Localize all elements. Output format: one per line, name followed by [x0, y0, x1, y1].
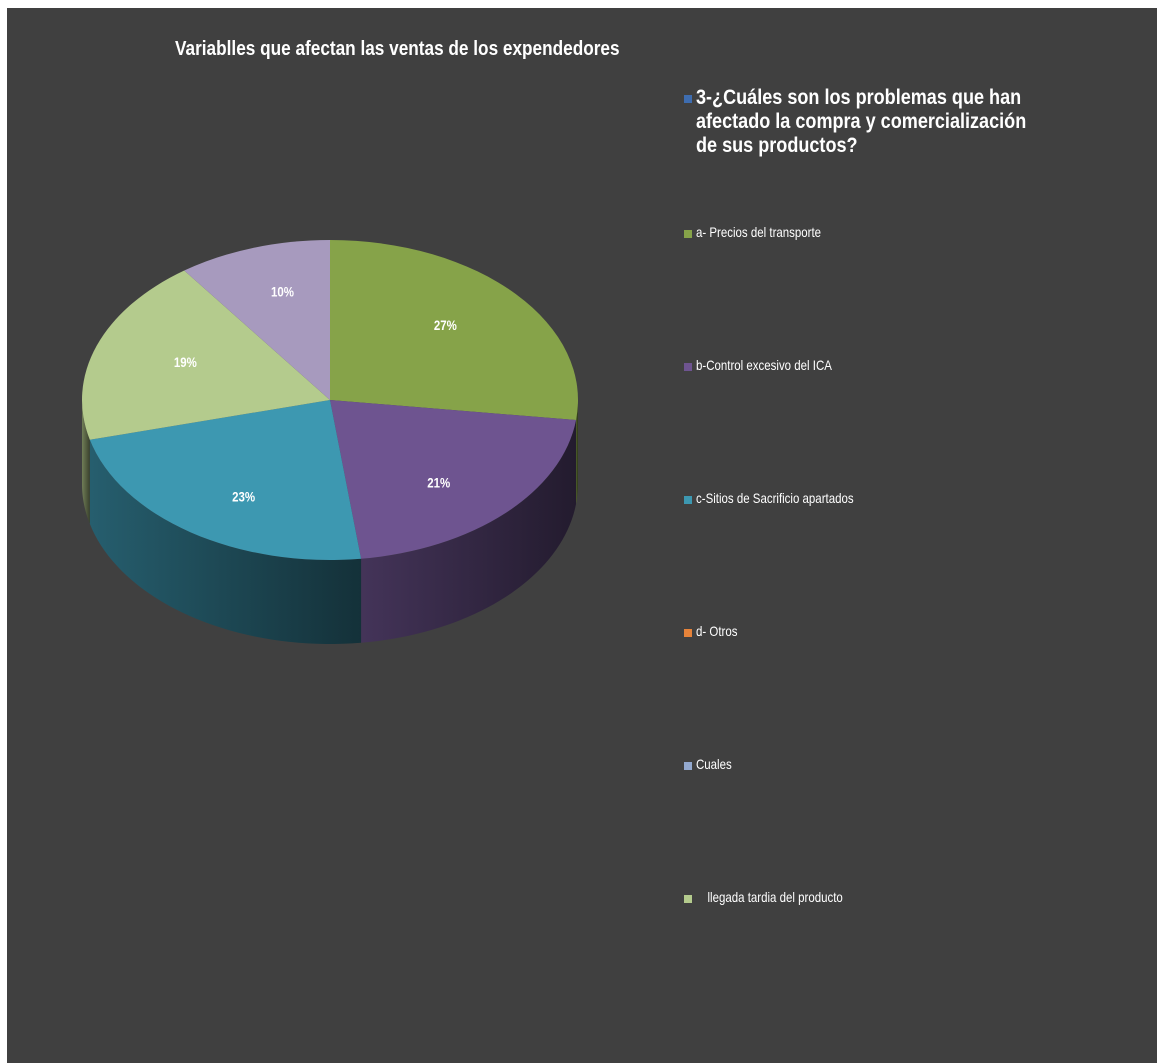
chart-title: Variablles que afectan las ventas de los… [175, 38, 620, 60]
legend-swatch [684, 363, 692, 371]
pie-side-b-control-excesivo-del-ica [361, 420, 577, 643]
legend-label: llegada tardia del producto [707, 889, 843, 905]
data-label: 10% [271, 283, 295, 299]
legend-swatch [684, 762, 692, 770]
pie-side-a-precios-del-transporte [576, 400, 578, 505]
data-label: 21% [427, 474, 451, 490]
legend-swatch [684, 895, 692, 903]
legend-swatch [684, 230, 692, 238]
data-label: 27% [434, 317, 458, 333]
legend-entry: c-Sitios de Sacrificio apartados [684, 490, 888, 506]
legend-entry: a- Precios del transporte [684, 224, 849, 240]
legend-label: a- Precios del transporte [696, 224, 822, 240]
pie-side-llegada-tardia-del-producto [82, 400, 90, 524]
pie-slice-llegada-tardia-del-producto [81, 270, 330, 440]
pie-slice-unlabeled-slice [184, 240, 330, 400]
legend-series-title: 3-¿Cuáles son los problemas que han afec… [684, 86, 1086, 158]
pie-side-c-sitios-de-sacrificio-apartados [89, 439, 362, 644]
legend-label: b-Control excesivo del ICA [696, 357, 832, 373]
data-label: 19% [174, 354, 198, 370]
legend-entry: Cuales [684, 756, 740, 772]
pie-slice-c-sitios-de-sacrificio-apartados [89, 400, 362, 561]
data-label: 23% [232, 488, 256, 504]
legend-swatch [684, 496, 692, 504]
legend-label: Cuales [696, 756, 732, 772]
legend-label: 3-¿Cuáles son los problemas que han afec… [696, 86, 1027, 157]
pie-slice-b-control-excesivo-del-ica [330, 400, 577, 559]
legend-swatch [684, 95, 692, 103]
legend-entry: d- Otros [684, 623, 747, 639]
legend-entry: llegada tardia del producto [684, 889, 875, 905]
pie-slice-a-precios-del-transporte [330, 240, 578, 421]
legend-label: c-Sitios de Sacrificio apartados [696, 490, 854, 506]
legend-entry: b-Control excesivo del ICA [684, 357, 862, 373]
legend-swatch [684, 629, 692, 637]
legend-label: d- Otros [696, 623, 738, 639]
